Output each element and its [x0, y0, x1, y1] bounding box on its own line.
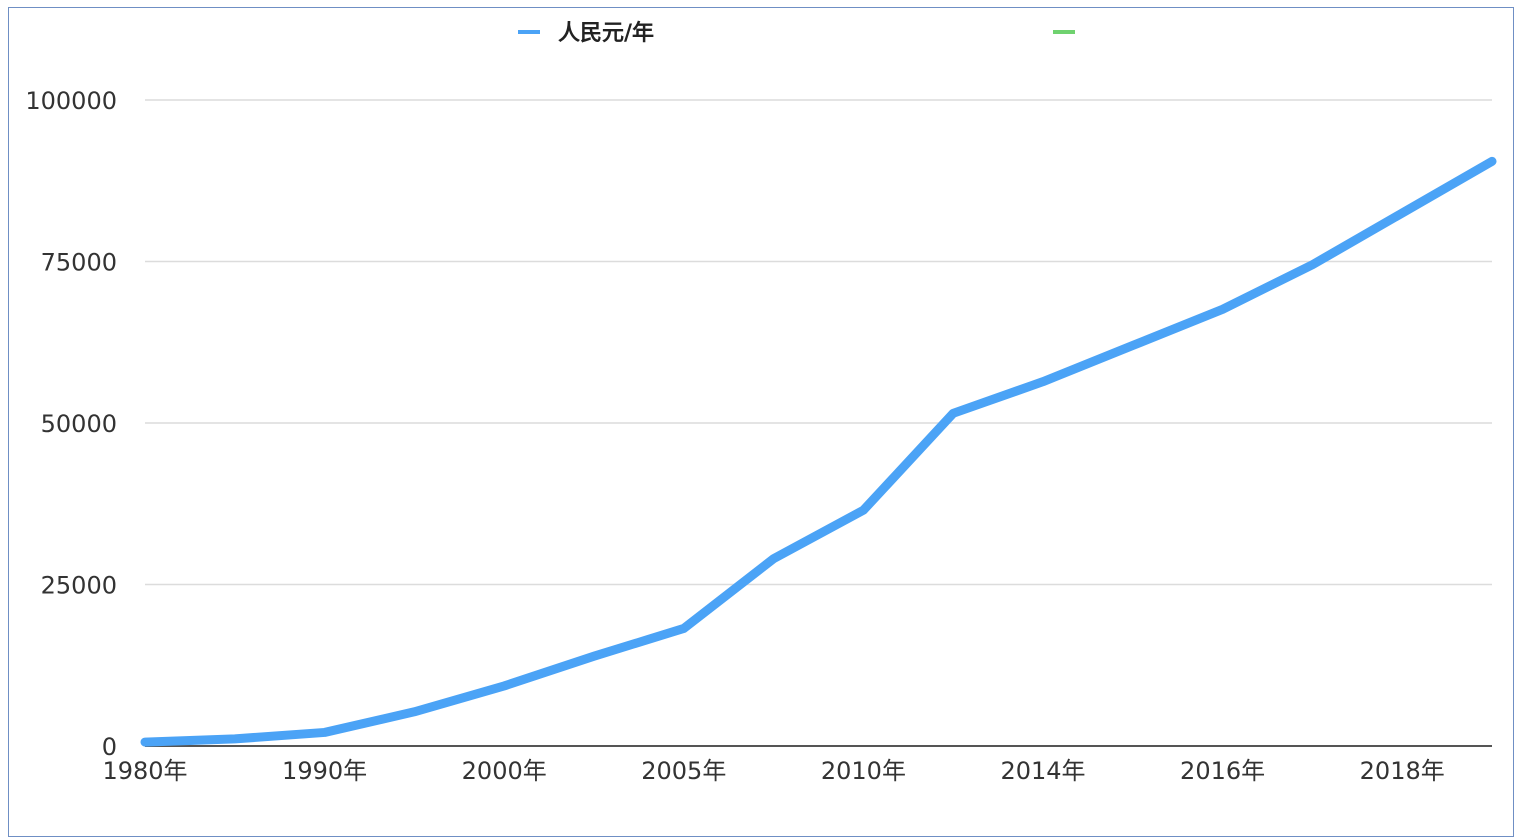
data-point: [1132, 344, 1134, 346]
x-axis-ticks: 1980年 1990年 2000年 2005年 2010年 2014年 2016年 2018年: [102, 757, 1444, 785]
data-point: [1491, 160, 1493, 162]
data-point: [144, 741, 146, 743]
x-tick-label: 1990年: [282, 757, 367, 785]
y-tick-label: 25000: [41, 572, 117, 600]
legend-label: 人民元/年: [558, 20, 654, 46]
y-tick-label: 75000: [41, 249, 117, 277]
x-tick-label: 2016年: [1180, 757, 1265, 785]
x-tick-label: 1980年: [102, 757, 187, 785]
y-tick-label: 100000: [25, 87, 117, 115]
data-point: [1311, 264, 1313, 266]
data-point: [952, 412, 954, 414]
data-point: [1222, 308, 1224, 310]
data-point: [862, 509, 864, 511]
data-point: [503, 685, 505, 687]
series-group: [140, 156, 1497, 747]
chart-frame: [8, 7, 1514, 837]
y-axis-ticks: 0 25000 50000 75000 100000: [25, 87, 117, 761]
data-point: [324, 731, 326, 733]
x-tick-label: 2014年: [1000, 757, 1085, 785]
x-tick-label: 2018年: [1360, 757, 1445, 785]
data-point: [1401, 212, 1403, 214]
data-point: [1042, 381, 1044, 383]
y-tick-label: 0: [102, 733, 117, 761]
x-tick-label: 2000年: [462, 757, 547, 785]
x-tick-label: 2010年: [821, 757, 906, 785]
x-tick-label: 2005年: [641, 757, 726, 785]
series-line: [140, 156, 1497, 747]
legend: 人民元/年: [518, 20, 1075, 46]
data-point: [773, 558, 775, 560]
gridlines: [145, 99, 1492, 586]
data-point: [593, 655, 595, 657]
y-tick-label: 50000: [41, 410, 117, 438]
data-point: [234, 738, 236, 740]
data-point: [683, 627, 685, 629]
data-point: [413, 711, 415, 713]
